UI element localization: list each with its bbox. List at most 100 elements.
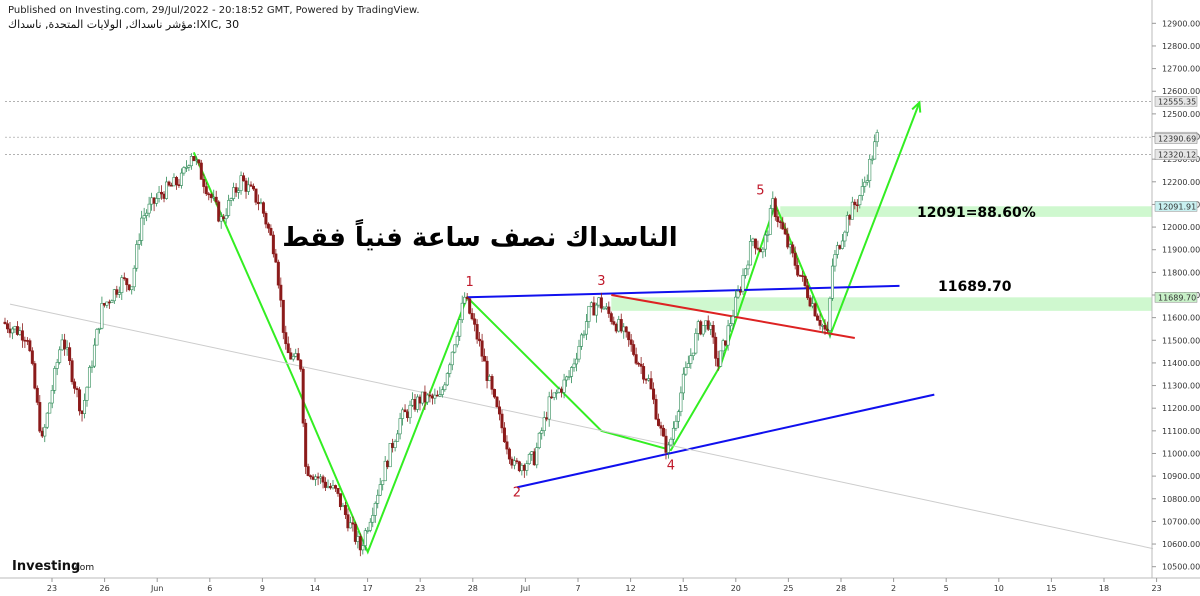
candle-body — [751, 238, 755, 242]
candle-down — [304, 418, 308, 475]
candle-up — [48, 402, 52, 414]
candle-up — [830, 258, 834, 301]
candle-up — [547, 391, 551, 427]
candle-body — [778, 221, 782, 223]
candle-body — [589, 302, 593, 307]
chart-caption: الناسداك نصف ساعة فنياً فقط — [282, 218, 677, 253]
candle-body — [25, 340, 29, 342]
candle-up — [184, 160, 188, 173]
price-tag-label: 12091.91 — [1158, 202, 1196, 211]
candle-down — [813, 302, 817, 317]
candle-up — [669, 437, 673, 447]
candle-up — [356, 530, 360, 549]
candle-body — [80, 410, 84, 414]
candle-down — [177, 178, 181, 188]
candle-down — [637, 361, 641, 367]
candle-body — [251, 185, 255, 190]
candle-up — [85, 386, 89, 407]
candle-body — [500, 413, 504, 429]
price-tick-label: 12900.00 — [1162, 19, 1200, 28]
candle-body — [766, 234, 770, 236]
candle-body — [192, 156, 196, 162]
candle-down — [468, 298, 472, 315]
candle-down — [244, 177, 248, 199]
candle-down — [816, 313, 820, 321]
candle-down — [818, 313, 822, 330]
candle-down — [510, 456, 514, 469]
candle-down — [739, 286, 743, 296]
candle-up — [594, 302, 598, 323]
candle-body — [117, 292, 121, 295]
candle-body — [147, 203, 151, 214]
candle-up — [438, 386, 442, 398]
candle-down — [560, 386, 564, 398]
price-tick-label: 10800.00 — [1162, 495, 1200, 504]
candle-body — [433, 394, 437, 399]
symbol-title: مؤشر ناسداك, الولايات المتحدة, ناسداك:IX… — [8, 18, 240, 31]
candle-body — [761, 248, 765, 253]
price-tag-label: 12390.69 — [1158, 135, 1196, 144]
candle-up — [850, 196, 854, 220]
candle-down — [649, 371, 653, 390]
candle-up — [537, 431, 541, 450]
candle-up — [132, 265, 136, 292]
candle-down — [796, 258, 800, 278]
candle-body — [709, 325, 713, 330]
candle-up — [622, 323, 626, 339]
candle-up — [597, 296, 601, 308]
candle-body — [609, 313, 613, 322]
candle-down — [644, 378, 648, 384]
candle-body — [150, 197, 154, 205]
candle-body — [348, 522, 352, 529]
candle-up — [43, 424, 47, 443]
candle-body — [45, 412, 49, 428]
candle-body — [634, 354, 638, 364]
time-tick-label: 5 — [944, 584, 949, 593]
candle-up — [348, 516, 352, 529]
candle-body — [833, 254, 837, 267]
candle-up — [535, 442, 539, 469]
rising-wedge-top — [467, 284, 900, 299]
candle-body — [865, 180, 869, 183]
candle-down — [490, 374, 494, 395]
candle-down — [311, 474, 315, 481]
candle-down — [23, 336, 27, 348]
candle-up — [411, 392, 415, 408]
candle-body — [771, 198, 775, 209]
candle-body — [666, 444, 670, 453]
candle-body — [58, 349, 62, 363]
candle-up — [18, 326, 22, 336]
candle-body — [540, 430, 544, 434]
price-tick-label: 11300.00 — [1162, 382, 1200, 391]
candle-down — [152, 197, 156, 212]
time-tick-label: 28 — [468, 584, 478, 593]
candle-body — [338, 493, 342, 508]
candle-down — [753, 238, 757, 255]
candle-body — [863, 181, 867, 187]
candle-body — [671, 427, 675, 440]
candle-up — [10, 326, 14, 340]
candle-up — [415, 394, 419, 413]
candle-down — [657, 413, 661, 427]
candle-body — [875, 132, 879, 143]
candle-down — [808, 295, 812, 308]
candle-up — [766, 230, 770, 243]
candle-down — [609, 311, 613, 325]
candle-body — [142, 215, 146, 219]
candle-body — [582, 333, 586, 336]
candle-down — [803, 275, 807, 288]
candle-body — [10, 328, 14, 334]
time-tick-label: 12 — [626, 584, 636, 593]
candle-down — [162, 191, 166, 203]
candle-body — [458, 319, 462, 337]
candle-body — [411, 399, 415, 406]
wave-line — [192, 102, 921, 555]
candle-body — [299, 359, 303, 370]
candle-up — [555, 389, 559, 400]
candle-body — [13, 326, 17, 330]
highlight-zones — [611, 206, 1152, 311]
candle-body — [23, 339, 27, 342]
candle-body — [579, 334, 583, 347]
time-tick-label: Jun — [150, 584, 164, 593]
